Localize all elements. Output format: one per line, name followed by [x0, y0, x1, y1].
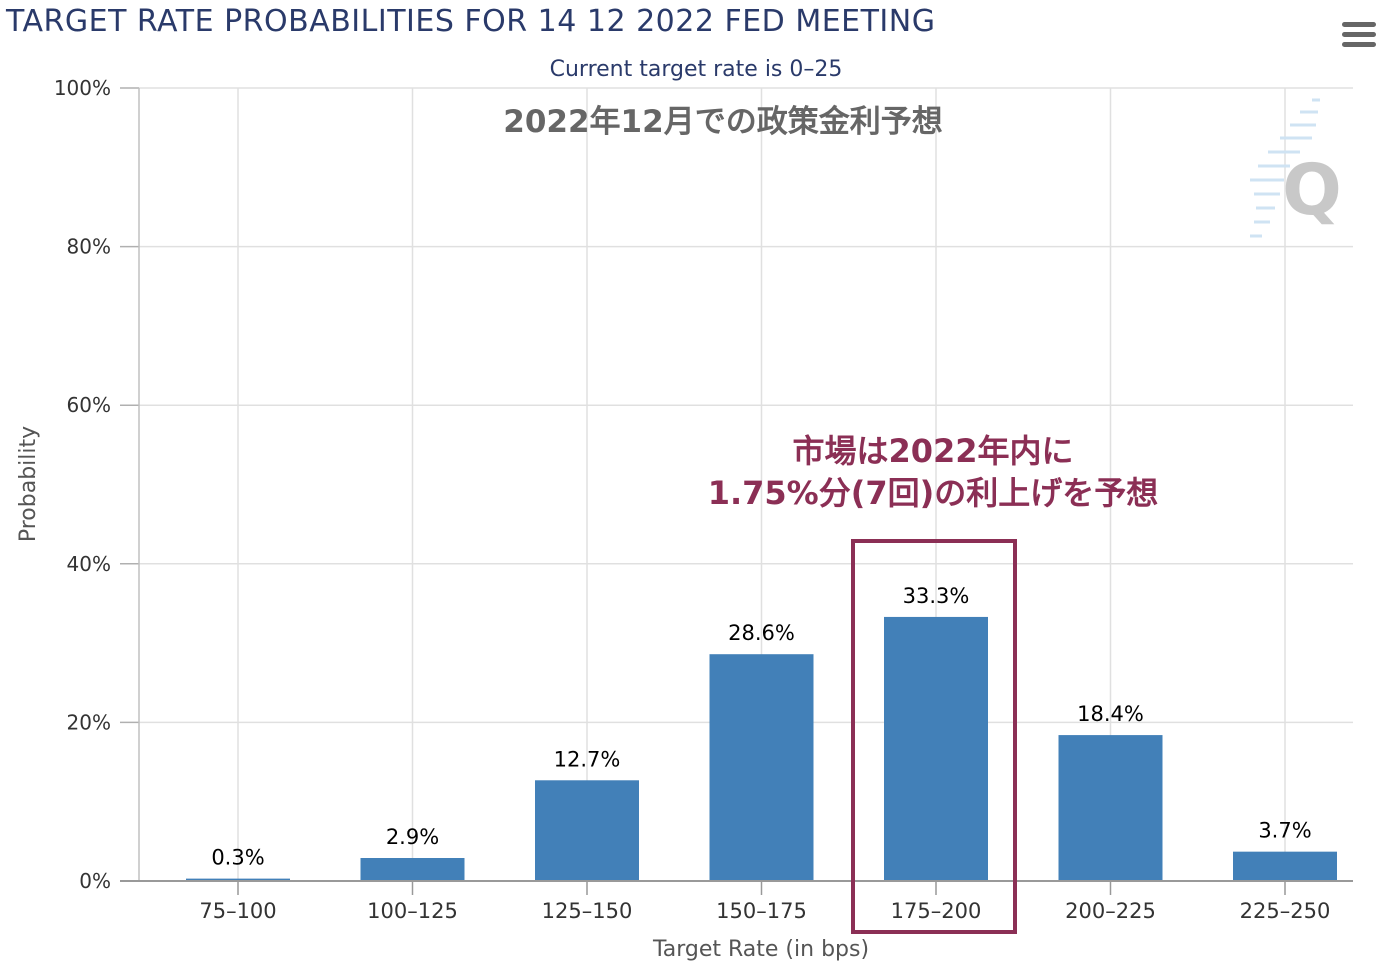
x-tick-label: 200–225 — [1065, 899, 1156, 923]
x-tick-label: 150–175 — [716, 899, 807, 923]
bar-100–125[interactable] — [360, 858, 465, 881]
jp-title-annotation: 2022年12月での政策金利予想 — [503, 104, 942, 140]
data-label: 28.6% — [728, 621, 795, 645]
data-labels: 0.3% 2.9% 12.7% 28.6% 33.3% 18.4% 3.7% — [211, 584, 1311, 870]
x-tick-label: 225–250 — [1240, 899, 1331, 923]
y-axis-ticks: 0% 20% 40% 60% 80% 100% — [54, 76, 139, 893]
x-tick-label: 175–200 — [891, 899, 982, 923]
x-axis-ticks: 75–100 100–125 125–150 150–175 175–200 200–22… — [199, 881, 1330, 923]
x-axis-title: Target Rate (in bps) — [652, 937, 869, 962]
bar-175–200[interactable] — [884, 616, 988, 881]
y-tick-label: 100% — [54, 76, 111, 100]
grid-lines — [139, 87, 1353, 881]
x-tick-label: 75–100 — [199, 899, 276, 923]
y-tick-label: 40% — [67, 552, 111, 576]
data-label: 12.7% — [554, 747, 621, 771]
data-label: 2.9% — [386, 825, 439, 849]
bar-75–100[interactable] — [186, 878, 290, 881]
bar-150–175[interactable] — [709, 654, 814, 881]
bar-125–150[interactable] — [535, 780, 639, 881]
chart-title: TARGET RATE PROBABILITIES FOR 14 12 2022… — [6, 4, 936, 39]
watermark-letter: Q — [1282, 149, 1342, 231]
y-tick-label: 0% — [79, 869, 111, 893]
bar-225–250[interactable] — [1233, 851, 1337, 881]
y-axis-title: Probability — [16, 426, 41, 542]
chart-subtitle: Current target rate is 0–25 — [549, 57, 843, 82]
data-label: 33.3% — [903, 584, 970, 608]
callout-line-1: 市場は2022年内に — [792, 432, 1073, 470]
data-label: 18.4% — [1077, 702, 1144, 726]
data-label: 3.7% — [1258, 819, 1311, 843]
x-tick-label: 100–125 — [367, 899, 458, 923]
y-tick-label: 80% — [67, 235, 111, 259]
data-label: 0.3% — [211, 846, 264, 870]
watermark-logo: Q — [1250, 98, 1342, 238]
y-tick-label: 60% — [67, 393, 111, 417]
y-tick-label: 20% — [67, 710, 111, 734]
bar-200–225[interactable] — [1058, 735, 1163, 881]
hamburger-menu-icon[interactable] — [1342, 22, 1378, 48]
x-tick-label: 125–150 — [542, 899, 633, 923]
bar-series — [186, 616, 1337, 881]
highlight-box — [851, 539, 1017, 934]
callout-line-2: 1.75%分(7回)の利上げを予想 — [708, 474, 1159, 512]
